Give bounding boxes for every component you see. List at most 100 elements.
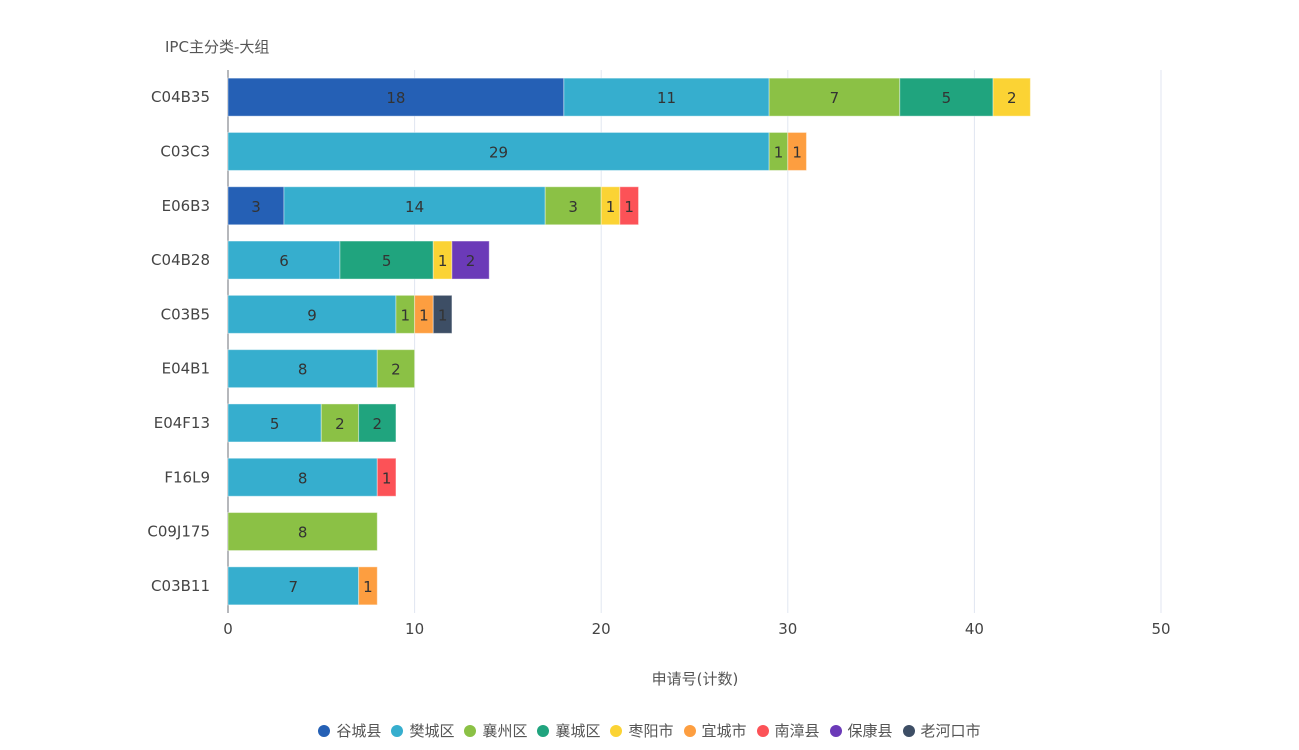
bar-segment (227, 186, 285, 226)
legend-label: 老河口市 (920, 722, 981, 740)
x-tick-label: 20 (592, 620, 611, 638)
bar-segment (227, 457, 378, 497)
data-label: 1 (438, 252, 448, 270)
bar-segment (619, 186, 640, 226)
data-label: 7 (289, 578, 299, 596)
data-label: 5 (382, 252, 392, 270)
legend-item[interactable]: 谷城县 (318, 720, 381, 741)
legend-marker-icon (391, 724, 404, 737)
data-label: 18 (386, 89, 405, 107)
y-tick-label: C03B5 (161, 305, 210, 323)
legend-marker-icon (683, 724, 696, 737)
data-label: 2 (335, 415, 345, 433)
bar-segment (768, 77, 901, 117)
legend-marker-icon (537, 724, 550, 737)
y-tick-label: C03C3 (160, 142, 210, 160)
legend-label: 保康县 (847, 722, 893, 740)
bar-segment (992, 77, 1031, 117)
data-label: 1 (792, 143, 802, 161)
data-label: 1 (606, 198, 616, 216)
data-label: 8 (298, 361, 308, 379)
bar-segment (227, 403, 322, 443)
legend-item[interactable]: 南漳县 (756, 720, 820, 741)
legend-item[interactable]: 老河口市 (902, 720, 981, 741)
bar-segment (544, 186, 602, 226)
data-label: 2 (466, 252, 476, 270)
data-label: 9 (307, 306, 317, 324)
x-tick-label: 40 (965, 620, 984, 638)
x-tick-label: 10 (405, 620, 424, 638)
legend-item[interactable]: 枣阳市 (610, 720, 674, 741)
data-label: 2 (391, 361, 401, 379)
legend-marker-icon (756, 724, 769, 737)
data-label: 8 (298, 469, 308, 487)
data-label: 1 (363, 578, 373, 596)
data-label: 5 (942, 89, 952, 107)
y-axis-title: IPC主分类-大组 (165, 38, 270, 56)
legend-label: 枣阳市 (628, 722, 674, 740)
legend-marker-icon (318, 724, 331, 737)
data-label: 7 (830, 89, 840, 107)
data-label: 3 (251, 198, 261, 216)
y-tick-label: C04B28 (151, 251, 210, 269)
bar-segment (339, 240, 434, 280)
data-label: 1 (382, 469, 392, 487)
data-label: 1 (624, 198, 634, 216)
data-label: 1 (438, 306, 448, 324)
data-label: 11 (657, 89, 676, 107)
legend-marker-icon (902, 724, 915, 737)
data-label: 14 (405, 198, 424, 216)
y-tick-label: E04F13 (154, 414, 210, 432)
x-tick-label: 0 (223, 620, 233, 638)
data-label: 1 (400, 306, 410, 324)
legend-label: 谷城县 (336, 722, 382, 740)
bar-segment (899, 77, 994, 117)
x-tick-label: 30 (778, 620, 797, 638)
legend-marker-icon (610, 724, 623, 737)
y-tick-label: E04B1 (162, 360, 210, 378)
x-axis-title: 申请号(计数) (651, 670, 739, 688)
bar-segment (227, 566, 360, 606)
legend-label: 襄城区 (555, 722, 601, 740)
data-label: 6 (279, 252, 289, 270)
y-tick-label: E06B3 (162, 197, 210, 215)
data-label: 3 (568, 198, 578, 216)
bar-segment (227, 240, 341, 280)
data-label: 29 (489, 143, 508, 161)
y-tick-label: C04B35 (151, 88, 210, 106)
y-tick-label: C09J175 (147, 523, 210, 541)
bar-segment (563, 77, 770, 117)
bar-segment (227, 294, 397, 334)
y-tick-label: F16L9 (164, 468, 210, 486)
x-tick-label: 50 (1151, 620, 1170, 638)
bar-segment (787, 131, 807, 171)
bar-segment (376, 349, 416, 389)
data-label: 1 (419, 306, 429, 324)
bar-segment (358, 566, 378, 606)
y-tick-label: C03B11 (151, 577, 210, 595)
legend-label: 宜城市 (701, 722, 747, 740)
legend-item[interactable]: 宜城市 (683, 720, 747, 741)
bar-segment (227, 131, 770, 171)
legend-label: 襄州区 (482, 722, 528, 740)
bar-segment (227, 349, 378, 389)
data-label: 2 (373, 415, 383, 433)
data-label: 5 (270, 415, 280, 433)
data-label: 1 (774, 143, 784, 161)
legend-label: 南漳县 (774, 722, 820, 740)
bar-segment (227, 512, 378, 552)
legend-label: 樊城区 (409, 722, 455, 740)
bar-segment (376, 457, 397, 497)
legend-item[interactable]: 樊城区 (391, 720, 454, 741)
bar-segment (451, 240, 490, 280)
legend-item[interactable]: 襄州区 (464, 720, 527, 741)
legend: 谷城县 樊城区 襄州区 襄城区 枣阳市 宜城市 南漳县 保康县 老河口市 (0, 720, 1299, 741)
data-label: 2 (1007, 89, 1017, 107)
bar-segment (432, 294, 453, 334)
legend-item[interactable]: 保康县 (829, 720, 893, 741)
legend-marker-icon (829, 724, 842, 737)
legend-marker-icon (464, 724, 477, 737)
legend-item[interactable]: 襄城区 (537, 720, 600, 741)
data-label: 8 (298, 524, 308, 542)
